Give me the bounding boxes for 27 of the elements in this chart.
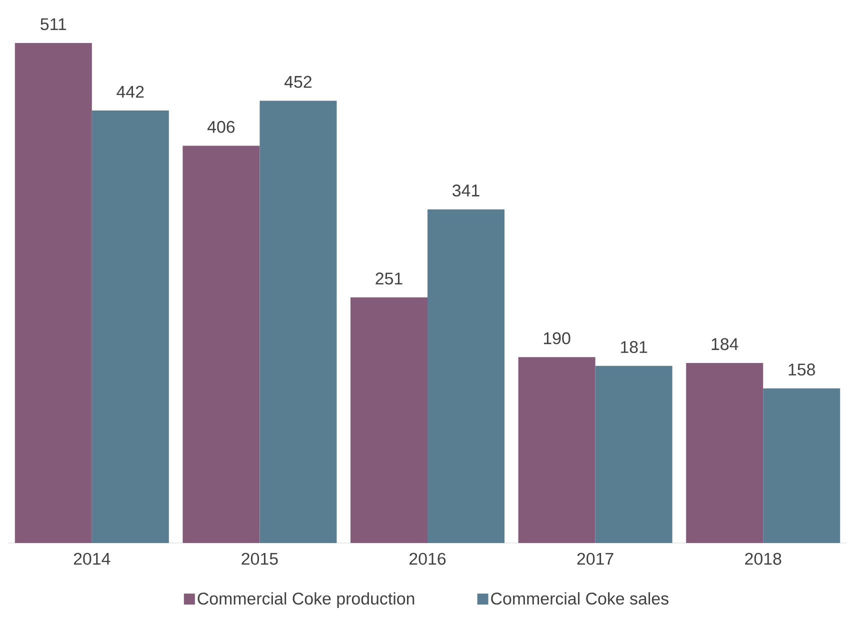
- data-label: 251: [376, 272, 402, 285]
- bar: [350, 297, 428, 543]
- data-label: 190: [544, 332, 570, 344]
- x-tick-label: 2018: [745, 552, 782, 565]
- bar: [14, 42, 92, 543]
- bar: [763, 388, 840, 543]
- x-tick-label: 2016: [410, 552, 446, 565]
- data-label: 406: [207, 120, 235, 133]
- bar: [595, 366, 672, 543]
- data-label: 511: [40, 18, 66, 30]
- bar: [260, 100, 337, 543]
- x-tick-label: 2014: [74, 552, 110, 565]
- x-tick-label: 2017: [577, 552, 614, 565]
- data-label: 158: [788, 364, 815, 376]
- bar: [182, 146, 260, 543]
- bar: [518, 357, 596, 543]
- data-label: 442: [116, 86, 144, 98]
- data-label: 341: [452, 184, 480, 196]
- data-label: 452: [284, 76, 312, 88]
- bar: [92, 110, 169, 543]
- legend-label: Commercial Coke production: [198, 592, 414, 608]
- bar: [686, 362, 764, 543]
- data-label: 184: [712, 338, 738, 350]
- bar: [428, 209, 505, 543]
- x-tick-label: 2015: [242, 552, 278, 565]
- legend-label: Commercial Coke sales: [491, 592, 668, 605]
- data-label: 181: [620, 341, 648, 354]
